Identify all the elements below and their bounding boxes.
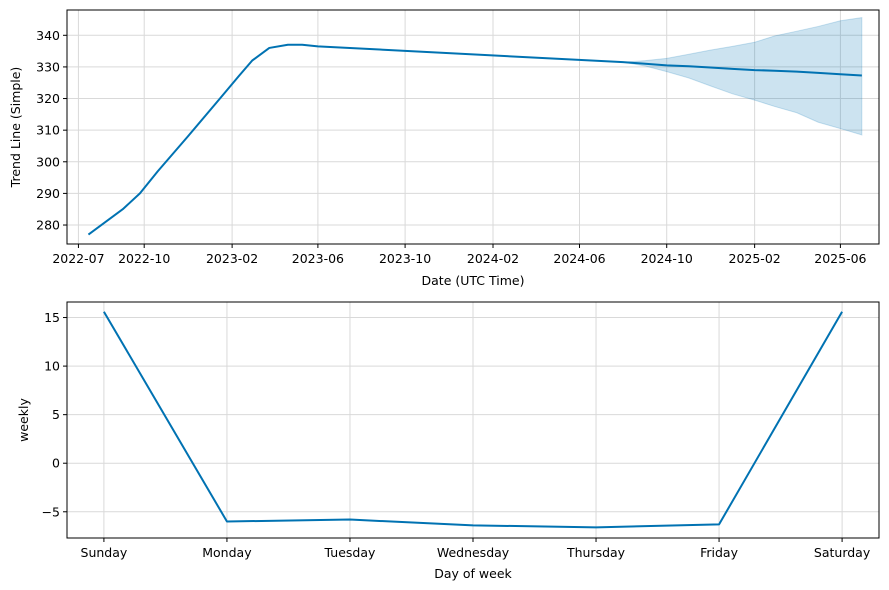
weekly-x-axis-label: Day of week: [434, 566, 512, 581]
trend-y-tick-label: 280: [36, 218, 60, 233]
trend-x-axis-label: Date (UTC Time): [422, 273, 525, 288]
trend-x-tick-label: 2024-06: [553, 251, 605, 266]
weekly-y-axis-label: weekly: [16, 398, 31, 442]
trend-y-tick-label: 330: [36, 59, 60, 74]
trend-x-tick-label: 2023-02: [206, 251, 258, 266]
trend-uncertainty-band: [88, 17, 863, 235]
weekly-x-tick-label: Wednesday: [437, 545, 510, 560]
trend-x-tick-label: 2025-02: [729, 251, 781, 266]
trend-y-tick-label: 340: [36, 28, 60, 43]
trend-x-tick-label: 2023-10: [379, 251, 431, 266]
weekly-y-tick-label: 15: [44, 310, 60, 325]
trend-y-tick-label: 320: [36, 91, 60, 106]
weekly-x-tick-label: Thursday: [566, 545, 626, 560]
trend-x-tick-label: 2022-10: [118, 251, 170, 266]
trend-y-tick-label: 290: [36, 186, 60, 201]
trend-x-tick-label: 2022-07: [52, 251, 104, 266]
weekly-x-tick-label: Monday: [202, 545, 252, 560]
trend-x-tick-label: 2025-06: [814, 251, 866, 266]
trend-x-tick-label: 2024-10: [641, 251, 693, 266]
trend-x-tick-label: 2023-06: [292, 251, 344, 266]
weekly-x-tick-label: Tuesday: [324, 545, 376, 560]
trend-x-tick-label: 2024-02: [467, 251, 519, 266]
trend-chart: 2022-07 2022-10 2023-02 2023-06 2023-10 2024-…: [8, 9, 880, 288]
trend-plot-frame: [66, 9, 880, 245]
weekly-chart: Sunday Monday Tuesday Wednesday Thursday Frid…: [16, 301, 880, 581]
weekly-y-tick-label: 10: [44, 359, 60, 374]
trend-y-axis-label: Trend Line (Simple): [8, 67, 23, 189]
trend-y-tick-label: 300: [36, 154, 60, 169]
trend-line: [87, 43, 862, 236]
weekly-x-tick-label: Saturday: [814, 545, 871, 560]
weekly-x-tick-label: Sunday: [81, 545, 128, 560]
trend-gridlines: [67, 10, 879, 244]
weekly-line: [103, 311, 843, 529]
weekly-x-tick-label: Friday: [700, 545, 738, 560]
trend-y-tick-label: 310: [36, 123, 60, 138]
weekly-y-tick-label: 5: [52, 407, 60, 422]
weekly-y-tick-label: 0: [52, 456, 60, 471]
weekly-y-tick-label: −5: [42, 504, 60, 519]
weekly-gridlines: [67, 302, 879, 538]
